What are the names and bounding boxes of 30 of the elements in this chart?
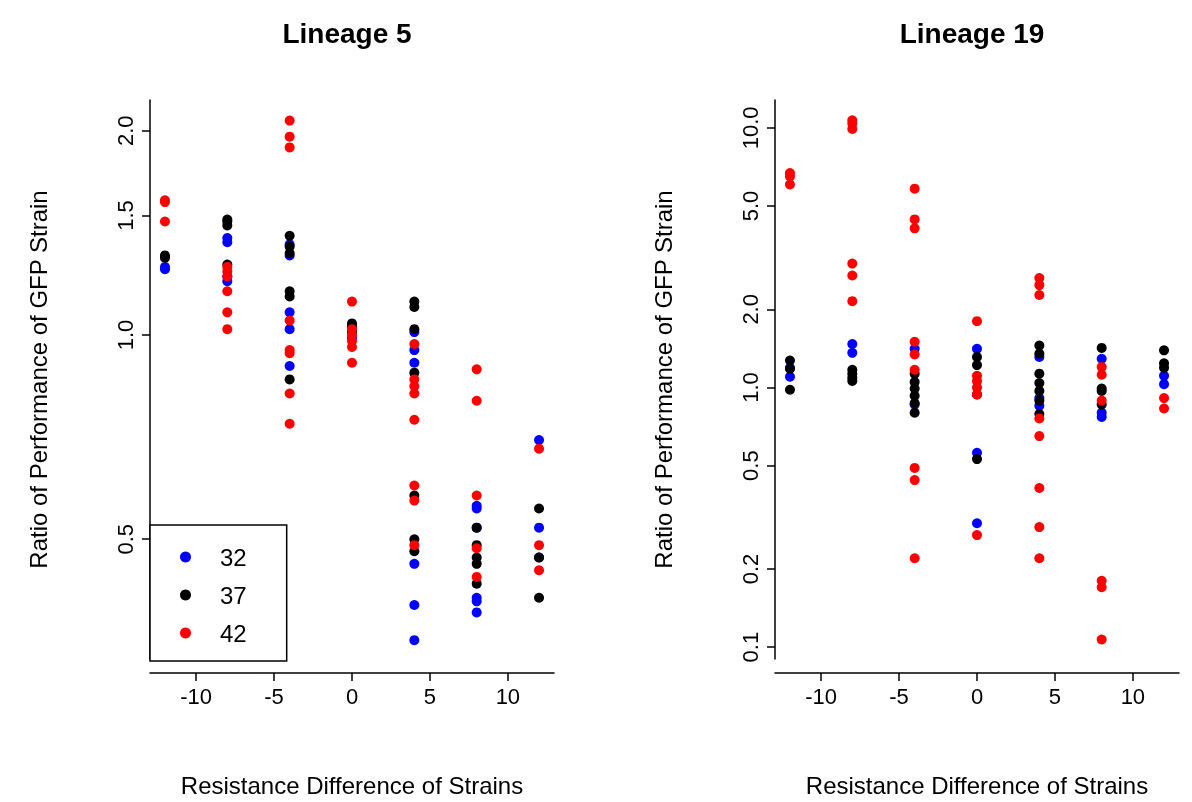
x-tick-label: 0 <box>345 683 359 709</box>
x-axis-title: Resistance Difference of Strains <box>805 771 1149 799</box>
y-tick-label: 1.0 <box>112 319 138 351</box>
chart-title: Lineage 5 <box>282 17 412 49</box>
legend-label: 37 <box>220 581 247 609</box>
legend-label: 42 <box>220 619 247 647</box>
y-tick-label: 0.5 <box>112 523 138 555</box>
x-tick-label: -10 <box>805 683 838 709</box>
chart-title: Lineage 19 <box>899 17 1045 49</box>
y-tick-label: 0.1 <box>737 631 763 663</box>
x-tick-label: 5 <box>423 683 437 709</box>
y-tick-label: 1.0 <box>737 372 763 403</box>
y-tick-label: 0.5 <box>737 450 763 481</box>
x-tick-label: 10 <box>495 683 521 709</box>
x-tick-label: 0 <box>970 683 984 709</box>
y-axis-title: Ratio of Performance of GFP Strain <box>24 190 52 569</box>
y-tick-label: 1.5 <box>112 200 138 231</box>
x-tick-label: -10 <box>180 683 213 709</box>
x-axis-title: Resistance Difference of Strains <box>180 771 524 799</box>
y-tick-label: 0.2 <box>737 553 763 585</box>
x-tick-label: -5 <box>264 683 284 709</box>
y-tick-label: 5.0 <box>737 190 763 222</box>
y-axis-title: Ratio of Performance of GFP Strain <box>649 190 677 569</box>
x-tick-label: 5 <box>1048 683 1062 709</box>
legend-label: 32 <box>220 543 247 571</box>
x-tick-label: -5 <box>889 683 909 709</box>
y-tick-label: 2.0 <box>737 294 763 325</box>
x-tick-label: 10 <box>1120 683 1146 709</box>
y-tick-label: 10.0 <box>737 106 763 150</box>
y-tick-label: 2.0 <box>112 115 138 147</box>
